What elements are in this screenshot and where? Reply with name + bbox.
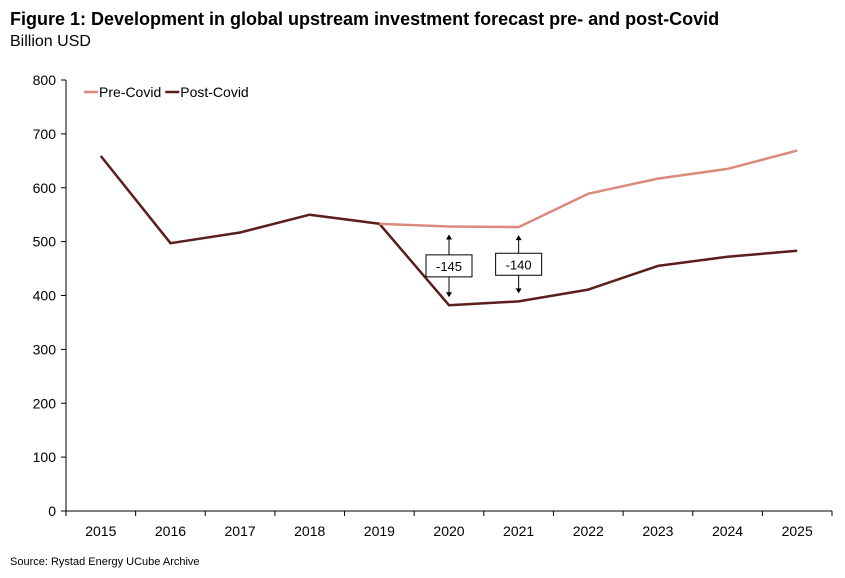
annotation-arrowhead-up bbox=[446, 234, 452, 240]
y-tick-label: 400 bbox=[33, 288, 57, 304]
source-note: Source: Rystad Energy UCube Archive bbox=[10, 556, 200, 568]
legend-item-pre-covid: Pre-Covid bbox=[84, 84, 161, 100]
x-tick-label: 2018 bbox=[294, 523, 325, 539]
chart-subtitle: Billion USD bbox=[10, 33, 91, 50]
y-tick-label: 0 bbox=[48, 503, 56, 519]
annotation-label: -145 bbox=[436, 259, 462, 274]
x-tick-label: 2020 bbox=[433, 523, 464, 539]
chart-series bbox=[99, 149, 798, 307]
y-tick-label: 200 bbox=[33, 395, 57, 411]
series-line-post-covid bbox=[99, 155, 798, 307]
chart-legend: Pre-Covid Post-Covid bbox=[84, 84, 249, 100]
y-tick-label: 500 bbox=[33, 234, 57, 250]
series-line-pre-covid bbox=[379, 149, 798, 229]
x-tick-label: 2023 bbox=[642, 523, 673, 539]
annotation-box bbox=[495, 252, 543, 276]
legend-label: Pre-Covid bbox=[99, 84, 161, 100]
chart-annotations: -145 -140 bbox=[425, 234, 543, 298]
x-tick-label: 2016 bbox=[155, 523, 186, 539]
y-tick-label: 100 bbox=[33, 449, 57, 465]
x-tick-label: 2022 bbox=[573, 523, 604, 539]
legend-item-post-covid: Post-Covid bbox=[165, 84, 249, 100]
chart-title: Figure 1: Development in global upstream… bbox=[10, 9, 720, 29]
x-tick-label: 2025 bbox=[782, 523, 813, 539]
y-tick-label: 700 bbox=[33, 126, 57, 142]
annotation-arrowhead-down bbox=[446, 292, 452, 298]
x-tick-label: 2021 bbox=[503, 523, 534, 539]
y-tick-label: 600 bbox=[33, 180, 57, 196]
x-tick-label: 2024 bbox=[712, 523, 743, 539]
annotation-arrowhead-up bbox=[515, 235, 522, 241]
x-tick-label: 2019 bbox=[364, 523, 395, 539]
chart-ticks: 0 100 200 300 400 500 600 700 800 2015 2016 2017 201… bbox=[33, 72, 833, 539]
difference-annotation: -140 bbox=[495, 235, 543, 294]
legend-label: Post-Covid bbox=[180, 84, 248, 100]
annotation-label: -140 bbox=[506, 257, 532, 272]
annotation-box bbox=[425, 254, 473, 278]
x-tick-label: 2017 bbox=[225, 523, 256, 539]
y-tick-label: 800 bbox=[33, 72, 57, 88]
y-tick-label: 300 bbox=[33, 341, 57, 357]
x-tick-label: 2015 bbox=[85, 523, 116, 539]
annotation-arrowhead-down bbox=[515, 288, 522, 294]
difference-annotation: -145 bbox=[425, 234, 473, 298]
